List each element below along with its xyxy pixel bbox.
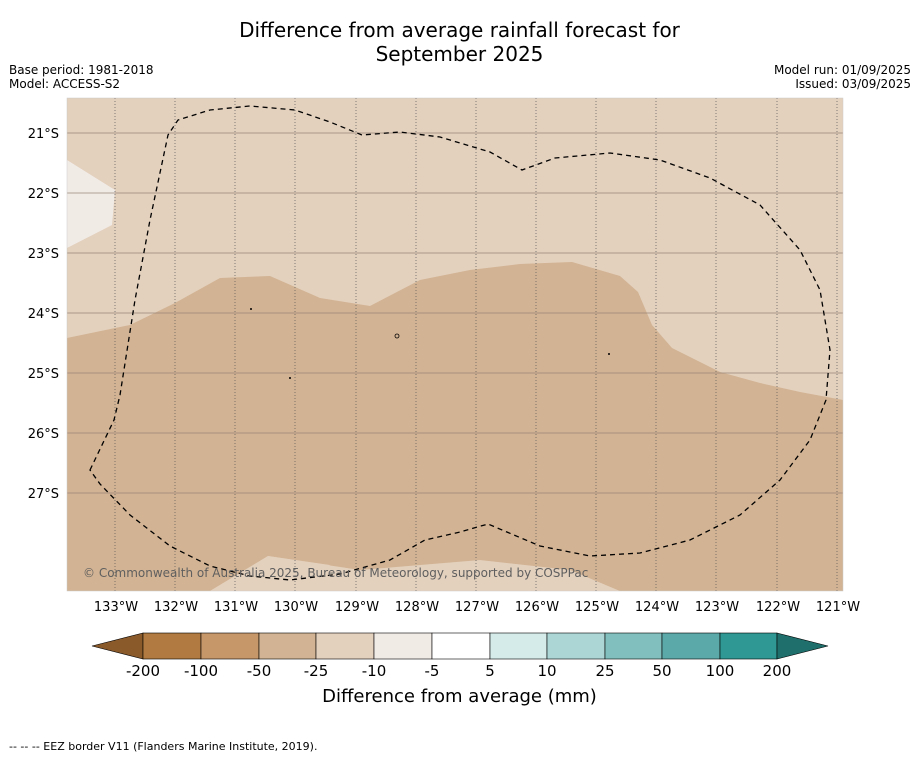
colorbar-segment [604,632,663,660]
colorbar-ticks: -200 -100 -50 -25 -10 -5 5 10 25 50 100 … [126,662,791,680]
lon-label: 125°W [575,600,619,615]
issued-date: Issued: 03/09/2025 [795,77,911,91]
colorbar-tick: 100 [706,662,735,680]
colorbar-tick: -5 [425,662,440,680]
footnote: -- -- -- EEZ border V11 (Flanders Marine… [9,740,318,753]
lat-labels: 21°S 22°S 23°S 24°S 25°S 26°S 27°S [28,127,59,502]
meta-right: Model run: 01/09/2025 Issued: 03/09/2025 [774,63,911,91]
lon-label: 130°W [274,600,318,615]
copyright-text: © Commonwealth of Australia 2025, Bureau… [83,566,588,580]
lat-label: 27°S [28,487,59,502]
lat-label: 25°S [28,367,59,382]
lon-gridlines [114,98,838,591]
colorbar-tick: -100 [184,662,218,680]
colorbar-tick: -50 [247,662,272,680]
region-light-strip [210,556,330,591]
region-pale [67,160,115,248]
colorbar-title: Difference from average (mm) [322,686,597,707]
lon-label: 132°W [154,600,198,615]
eez-border [89,105,831,581]
region-medium-tan [67,262,843,591]
meta-left: Base period: 1981-2018 Model: ACCESS-S2 [9,63,154,91]
colorbar-tick: 50 [652,662,671,680]
lat-label: 22°S [28,187,59,202]
colorbar-segment [489,632,548,660]
base-period: Base period: 1981-2018 [9,63,154,77]
lat-gridlines [67,132,843,494]
colorbar-tick: -25 [304,662,329,680]
colorbar-tick: 200 [763,662,792,680]
lat-label: 23°S [28,247,59,262]
lon-label: 133°W [94,600,138,615]
model-name: Model: ACCESS-S2 [9,77,121,91]
island-4 [608,353,610,355]
colorbar-segment [719,632,778,660]
colorbar-tick: -10 [362,662,387,680]
lon-label: 123°W [695,600,739,615]
colorbar-segment [431,632,491,660]
island-1 [250,308,252,310]
map-area [67,98,843,591]
colorbar [91,632,829,660]
lon-labels: 133°W 132°W 131°W 130°W 129°W 128°W 127°… [94,600,860,615]
lon-label: 128°W [395,600,439,615]
colorbar-tick: -200 [126,662,160,680]
map-frame [66,97,844,592]
lon-label: 129°W [335,600,379,615]
colorbar-tick: 25 [595,662,614,680]
island-3 [289,377,291,379]
colorbar-tick: 10 [537,662,556,680]
lon-label: 126°W [515,600,559,615]
lat-label: 21°S [28,127,59,142]
lat-label: 24°S [28,307,59,322]
island-2 [394,333,400,339]
model-run: Model run: 01/09/2025 [773,63,911,77]
map-title: Difference from average rainfall forecas… [0,18,919,66]
lon-label: 122°W [756,600,800,615]
title-line-1: Difference from average rainfall forecas… [239,18,680,42]
colorbar-segment [661,632,721,660]
colorbar-segment [315,632,375,660]
colorbar-segment [546,632,606,660]
colorbar-segment [142,632,202,660]
colorbar-tick: 5 [485,662,495,680]
lon-label: 131°W [214,600,258,615]
colorbar-segment [373,632,433,660]
lon-label: 124°W [635,600,679,615]
lon-label: 121°W [816,600,860,615]
lon-label: 127°W [455,600,499,615]
lat-label: 26°S [28,427,59,442]
colorbar-segment [258,632,317,660]
colorbar-arrow-left [91,632,144,660]
colorbar-arrow-right [776,632,829,660]
title-line-2: September 2025 [375,42,544,66]
colorbar-segment [200,632,260,660]
